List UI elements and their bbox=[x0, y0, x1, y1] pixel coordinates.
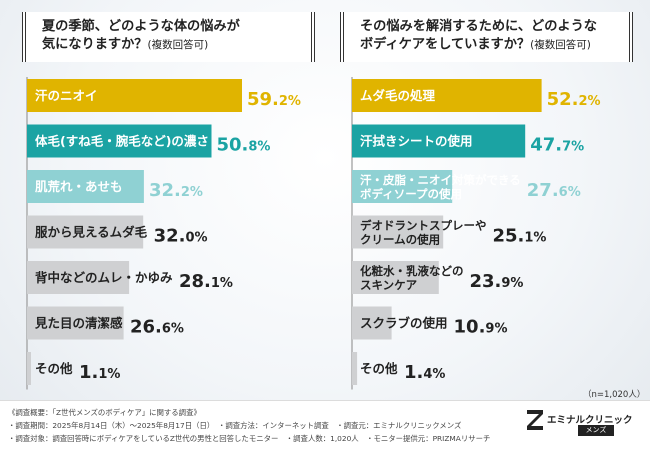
value-label-left-2: 32.2% bbox=[149, 180, 203, 201]
question-right-note: (複数回答可) bbox=[530, 39, 591, 51]
bar-left-6 bbox=[27, 352, 31, 385]
chart-left: 汗のニオイ 59.2% 体毛(すね毛・腕毛など)の濃さ 50.8% 肌荒れ・あせも 32.… bbox=[26, 77, 301, 390]
value-label-right-3: 25.1% bbox=[493, 226, 547, 247]
category-label-left-3: 服から見えるムダ毛 bbox=[35, 225, 148, 240]
clinic-logo: エミナルクリニック メンズ bbox=[527, 410, 645, 444]
value-label-right-1: 47.7% bbox=[530, 135, 584, 156]
bar-left-1 bbox=[27, 124, 212, 158]
category-label-left-4: 背中などのムレ・かゆみ bbox=[35, 270, 173, 285]
value-label-right-5: 10.9% bbox=[454, 317, 508, 338]
value-label-right-6: 1.4% bbox=[404, 362, 445, 383]
question-left: 夏の季節、どのような体の悩みが 気になりますか？(複数回答可) bbox=[22, 12, 315, 62]
bar-right-3 bbox=[352, 215, 444, 249]
bar-right-1 bbox=[352, 124, 526, 158]
value-label-right-4: 23.9% bbox=[470, 271, 524, 292]
bar-left-3 bbox=[27, 215, 144, 249]
bar-right-5 bbox=[352, 306, 392, 340]
question-right-line1: その悩みを解消するために、どのような bbox=[360, 19, 597, 34]
value-label-right-0: 52.2% bbox=[547, 89, 601, 110]
bar-left-4 bbox=[27, 261, 130, 294]
category-label-right-6: その他 bbox=[360, 361, 398, 376]
category-label-left-1: 体毛(すね毛・腕毛など)の濃さ bbox=[35, 134, 209, 149]
value-label-left-1: 50.8% bbox=[216, 135, 270, 156]
bar-left-0 bbox=[27, 79, 242, 112]
value-label-right-2: 27.6% bbox=[527, 180, 581, 201]
value-label-left-6: 1.1% bbox=[79, 362, 120, 383]
bar-left-2 bbox=[27, 170, 144, 203]
logo-name: エミナルクリニック bbox=[547, 415, 633, 426]
question-left-note: (複数回答可) bbox=[147, 39, 209, 51]
bar-right-6 bbox=[352, 352, 358, 385]
bar-right-0 bbox=[352, 79, 542, 112]
footer-line2: ・調査期間：2025年8月14日（木）～2025年8月17日（日） ・調査方法：… bbox=[8, 421, 462, 430]
logo-mark-icon bbox=[527, 410, 543, 430]
category-label-right-1: 汗拭きシートの使用 bbox=[360, 134, 473, 149]
question-right: その悩みを解消するために、どのような ボディケアをしていますか？(複数回答可) bbox=[340, 12, 633, 62]
bar-right-4 bbox=[352, 261, 439, 294]
value-label-left-0: 59.2% bbox=[247, 89, 301, 110]
question-left-line2: 気になりますか？ bbox=[42, 37, 148, 52]
bar-right-2 bbox=[352, 170, 453, 203]
category-label-left-5: 見た目の清潔感 bbox=[34, 316, 123, 331]
category-label-left-2: 肌荒れ・あせも bbox=[34, 179, 123, 194]
footer-line1: 《調査概要：「Z世代メンズのボディケア」に関する調査》 bbox=[8, 408, 201, 417]
value-label-left-4: 28.1% bbox=[179, 271, 233, 292]
category-label-left-0: 汗のニオイ bbox=[35, 88, 98, 103]
category-label-right-5: スクラブの使用 bbox=[360, 316, 448, 331]
chart-right: ムダ毛の処理 52.2% 汗拭きシートの使用 47.7% 汗・皮脂・ニオイ対策ができるボ… bbox=[351, 77, 601, 390]
category-label-left-6: その他 bbox=[35, 361, 73, 376]
value-label-left-5: 26.6% bbox=[130, 317, 184, 338]
category-label-right-2: 汗・皮脂・ニオイ対策ができるボディソープの使用 bbox=[360, 173, 521, 201]
footer: 《調査概要：「Z世代メンズのボディケア」に関する調査》 ・調査期間：2025年8… bbox=[0, 400, 650, 451]
sample-size: （n=1,020人） bbox=[583, 390, 646, 400]
category-label-right-3: デオドラントスプレーやクリームの使用 bbox=[360, 219, 487, 247]
value-label-left-3: 32.0% bbox=[154, 226, 208, 247]
question-left-line1: 夏の季節、どのような体の悩みが bbox=[42, 19, 240, 34]
category-label-right-4: 化粧水・乳液などのスキンケア bbox=[360, 264, 464, 292]
footer-line3: ・調査対象：調査回答時にボディケアをしているZ世代の男性と回答したモニター ・調… bbox=[8, 434, 491, 443]
logo-sub: メンズ bbox=[578, 425, 614, 436]
question-right-line2: ボディケアをしていますか？ bbox=[360, 37, 531, 52]
bar-left-5 bbox=[27, 306, 124, 340]
category-label-right-0: ムダ毛の処理 bbox=[360, 88, 436, 103]
